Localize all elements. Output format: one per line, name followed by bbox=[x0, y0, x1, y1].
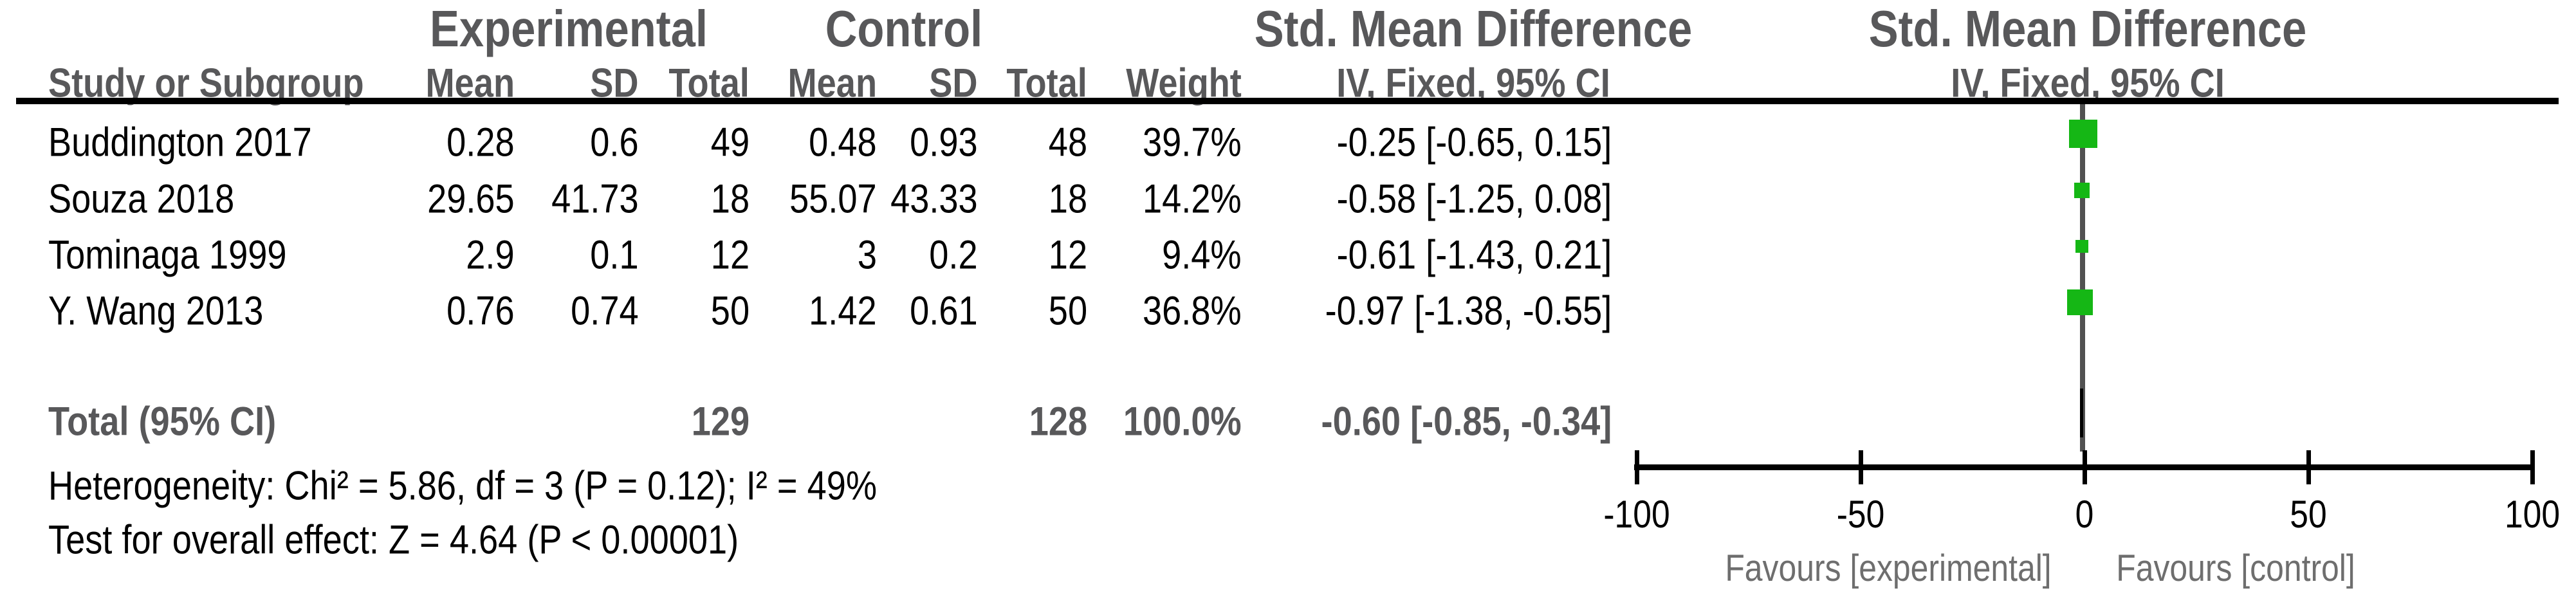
favours-experimental-label: Favours [experimental] bbox=[1725, 547, 2052, 589]
axis-tick-label: 100 bbox=[2504, 493, 2561, 536]
study-label: Y. Wang 2013 bbox=[48, 288, 264, 334]
axis-tick bbox=[2082, 450, 2087, 484]
cell-mean_c: 1.42 bbox=[809, 288, 877, 334]
cell-mean_c: 3 bbox=[857, 232, 877, 278]
cell-mean_e: 29.65 bbox=[427, 176, 515, 222]
cell-sd_e: 41.73 bbox=[551, 176, 639, 222]
axis-tick-label: 0 bbox=[2075, 493, 2094, 536]
col-header-ci-left: IV, Fixed, 95% CI bbox=[1336, 60, 1610, 106]
favours-control-label: Favours [control] bbox=[2116, 547, 2355, 589]
cell-mean_e: 0.28 bbox=[446, 120, 515, 165]
cell-total_e: 18 bbox=[710, 176, 750, 222]
group-header-smd-right: Std. Mean Difference bbox=[1868, 0, 2307, 57]
cell-sd_e: 0.1 bbox=[590, 232, 639, 278]
weight-square-marker bbox=[2067, 289, 2093, 315]
cell-sd_e: 0.74 bbox=[571, 288, 639, 334]
weight-square-marker bbox=[2069, 120, 2098, 148]
cell-total_e: 50 bbox=[710, 288, 750, 334]
cell-mean_e: 0.76 bbox=[446, 288, 515, 334]
group-header-smd-left: Std. Mean Difference bbox=[1254, 0, 1693, 57]
col-header-ci-right: IV, Fixed, 95% CI bbox=[1951, 60, 2225, 106]
total-experimental-n: 129 bbox=[691, 399, 750, 444]
cell-sd_c: 0.93 bbox=[910, 120, 978, 165]
axis-tick bbox=[1634, 450, 1639, 484]
heterogeneity-note: Heterogeneity: Chi² = 5.86, df = 3 (P = … bbox=[48, 463, 878, 509]
cell-weight: 9.4% bbox=[1162, 232, 1242, 278]
axis-tick bbox=[2530, 450, 2535, 484]
cell-total_c: 18 bbox=[1048, 176, 1087, 222]
weight-square-marker bbox=[2074, 183, 2090, 198]
axis-tick-label: -50 bbox=[1836, 493, 1885, 536]
cell-total_e: 49 bbox=[710, 120, 750, 165]
col-header-weight: Weight bbox=[1126, 60, 1242, 106]
cell-sd_c: 0.2 bbox=[929, 232, 978, 278]
total-row-label: Total (95% CI) bbox=[48, 399, 277, 444]
cell-weight: 39.7% bbox=[1143, 120, 1242, 165]
zero-effect-line bbox=[2080, 104, 2085, 452]
cell-total_c: 12 bbox=[1048, 232, 1087, 278]
total-control-n: 128 bbox=[1029, 399, 1087, 444]
study-label: Souza 2018 bbox=[48, 176, 235, 222]
cell-mean_c: 55.07 bbox=[789, 176, 877, 222]
cell-sd_c: 43.33 bbox=[890, 176, 978, 222]
study-label: Tominaga 1999 bbox=[48, 232, 287, 278]
group-header-control: Control bbox=[825, 0, 983, 57]
cell-total_c: 48 bbox=[1048, 120, 1087, 165]
col-header-sd-control: SD bbox=[929, 60, 978, 106]
cell-total_c: 50 bbox=[1048, 288, 1087, 334]
total-ci-text: -0.60 [-0.85, -0.34] bbox=[1321, 399, 1612, 444]
header-rule bbox=[16, 98, 2559, 104]
cell-weight: 14.2% bbox=[1143, 176, 1242, 222]
col-header-sd-experimental: SD bbox=[590, 60, 639, 106]
total-weight: 100.0% bbox=[1123, 399, 1242, 444]
cell-total_e: 12 bbox=[710, 232, 750, 278]
col-header-study: Study or Subgroup bbox=[48, 60, 364, 106]
cell-mean_c: 0.48 bbox=[809, 120, 877, 165]
study-label: Buddington 2017 bbox=[48, 120, 312, 165]
cell-sd_c: 0.61 bbox=[910, 288, 978, 334]
col-header-total-experimental: Total bbox=[668, 60, 750, 106]
col-header-total-control: Total bbox=[1006, 60, 1087, 106]
group-header-experimental: Experimental bbox=[429, 0, 708, 57]
cell-mean_e: 2.9 bbox=[466, 232, 515, 278]
col-header-mean-control: Mean bbox=[787, 60, 877, 106]
cell-sd_e: 0.6 bbox=[590, 120, 639, 165]
cell-weight: 36.8% bbox=[1143, 288, 1242, 334]
cell-ci: -0.25 [-0.65, 0.15] bbox=[1336, 120, 1612, 165]
cell-ci: -0.61 [-1.43, 0.21] bbox=[1336, 232, 1612, 278]
weight-square-marker bbox=[2075, 240, 2088, 253]
col-header-mean-experimental: Mean bbox=[425, 60, 515, 106]
overall-effect-note: Test for overall effect: Z = 4.64 (P < 0… bbox=[48, 517, 739, 563]
axis-tick bbox=[1858, 450, 1863, 484]
axis-tick-label: -100 bbox=[1603, 493, 1670, 536]
cell-ci: -0.58 [-1.25, 0.08] bbox=[1336, 176, 1612, 222]
pooled-effect-diamond bbox=[2080, 389, 2083, 437]
axis-tick-label: 50 bbox=[2290, 493, 2327, 536]
axis-tick bbox=[2306, 450, 2311, 484]
cell-ci: -0.97 [-1.38, -0.55] bbox=[1325, 288, 1612, 334]
